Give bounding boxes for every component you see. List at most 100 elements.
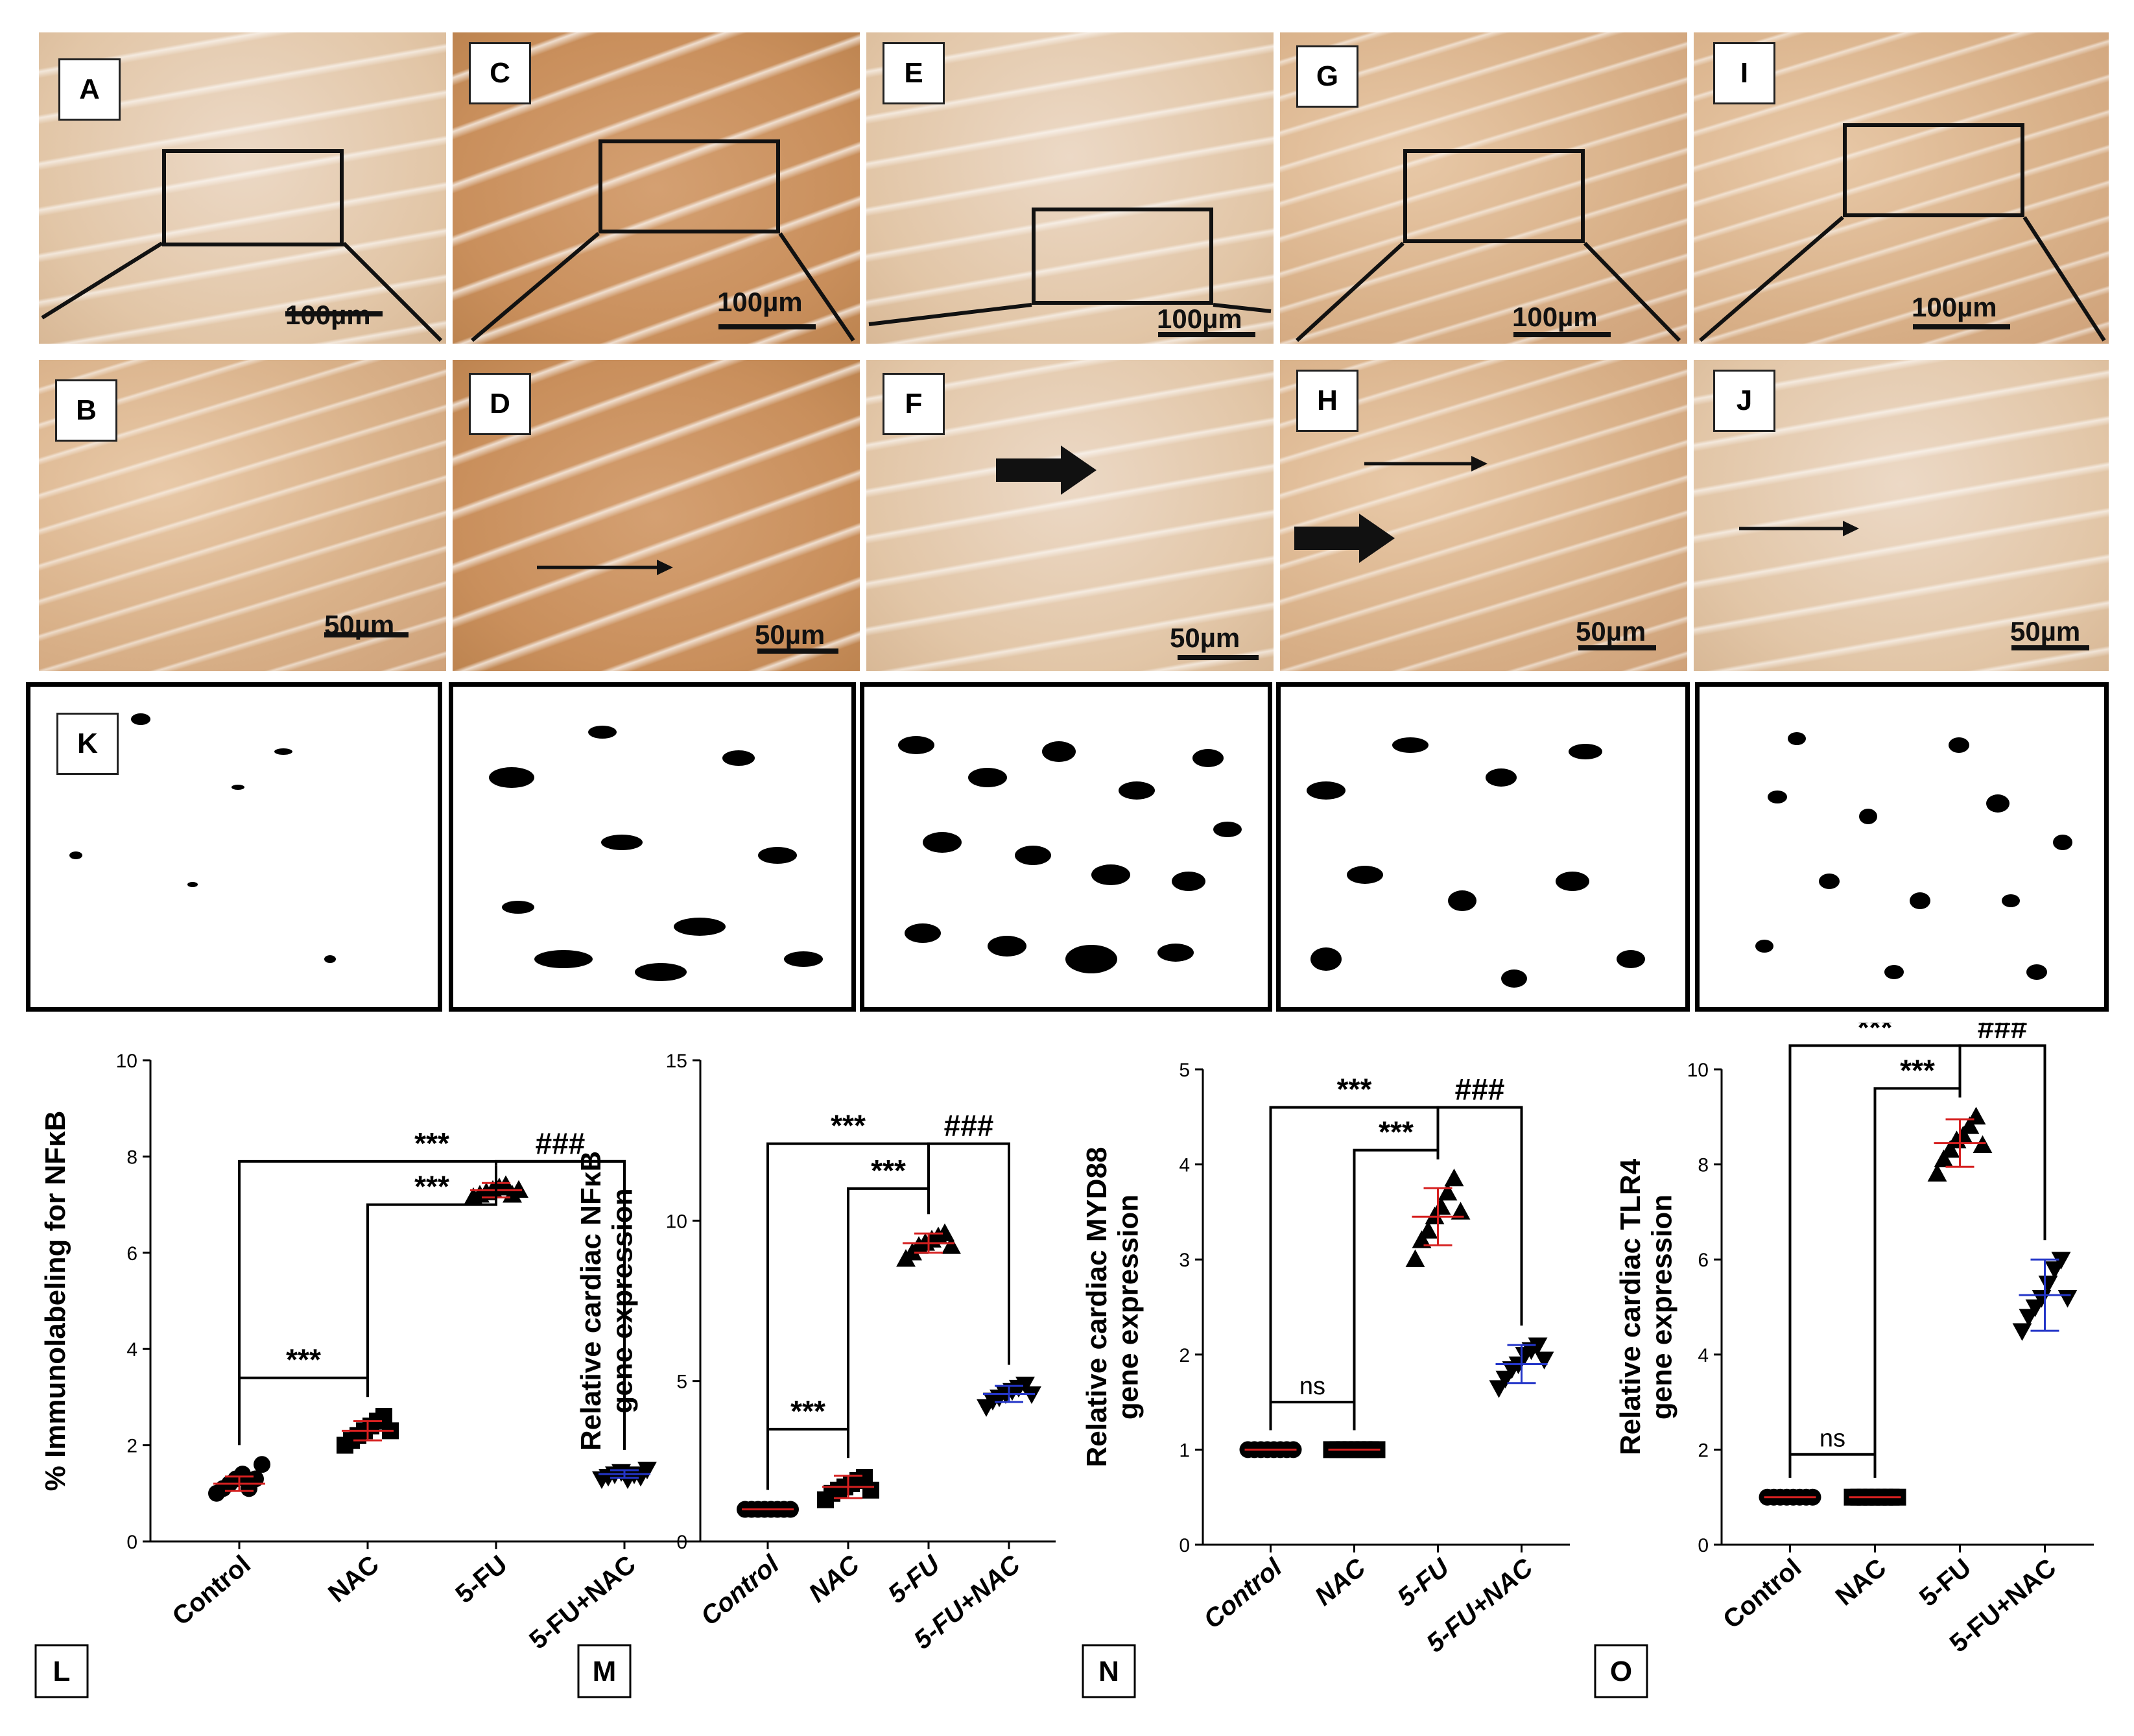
panel-letter: N: [1098, 1656, 1119, 1687]
significance-bracket: [238, 1376, 369, 1445]
y-tick-label: 3: [1179, 1250, 1190, 1271]
panel-letter: D: [469, 373, 531, 435]
data-point: [1534, 1351, 1554, 1370]
micrograph-i: I 100µm: [1694, 32, 2109, 344]
significance-bracket: [366, 1165, 497, 1397]
data-point: [1953, 1126, 1973, 1144]
significance-label: ***: [414, 1126, 449, 1160]
micrograph-a: A 100µm: [39, 32, 446, 344]
y-axis-label: Relative cardiac NFκBgene expression: [575, 1151, 638, 1451]
significance-label: ***: [1900, 1053, 1935, 1087]
panel-letter-box: [1082, 1644, 1136, 1698]
nuclei-blobs: [489, 726, 823, 981]
y-axis-label-line: gene expression: [607, 1188, 639, 1413]
zoom-connector-lines: [41, 215, 2106, 342]
zoom-box: [1843, 123, 2024, 217]
data-point: [375, 1408, 392, 1425]
y-tick-label: 10: [116, 1051, 137, 1072]
panel-letter: K: [56, 713, 119, 775]
micrograph-b: B 50µm: [39, 360, 446, 671]
category-label: Control: [696, 1550, 785, 1632]
category-label: 5-FU: [1392, 1552, 1455, 1612]
significance-label: ***: [414, 1170, 449, 1204]
micrograph-c: C 100µm: [453, 32, 860, 344]
y-axis-label: % Immunolabeling for NFκB: [40, 1111, 71, 1492]
y-tick-label: 5: [676, 1372, 687, 1393]
significance-bracket: [1873, 1087, 1962, 1478]
y-axis-label-line: gene expression: [1646, 1195, 1678, 1420]
scale-label: 100µm: [717, 287, 803, 317]
y-tick-label: 6: [126, 1243, 137, 1265]
significance-label: ###: [536, 1126, 586, 1160]
data-point: [637, 1462, 657, 1480]
significance-bracket: [1353, 1148, 1440, 1431]
y-tick-label: 4: [1698, 1345, 1709, 1366]
scale-label: 50µm: [324, 610, 395, 640]
panel-letter: E: [883, 42, 945, 104]
nuclei-blobs: [898, 736, 1242, 973]
data-point: [1405, 1249, 1425, 1267]
significance-label: ***: [1337, 1073, 1372, 1106]
significance-bracket: [927, 1142, 1010, 1365]
category-label: Control: [1198, 1553, 1288, 1635]
scale-bar: [1178, 655, 1259, 660]
thin-arrow: [1364, 456, 1488, 471]
panel-letter-box: [34, 1644, 89, 1698]
y-tick-label: 2: [126, 1436, 137, 1457]
data-point: [1960, 1116, 1980, 1134]
panel-letter-box: [1594, 1644, 1648, 1698]
significance-bracket: [1436, 1106, 1523, 1326]
scale-label: 100µm: [1512, 302, 1598, 332]
scale-bar: [1578, 645, 1656, 650]
significance-label: ns: [1299, 1373, 1325, 1400]
significance-label: ***: [286, 1343, 321, 1377]
significance-bracket: [766, 1427, 849, 1490]
micrograph-d: D 50µm: [453, 360, 860, 671]
category-label: NAC: [803, 1549, 866, 1608]
y-tick-label: 15: [666, 1051, 687, 1072]
y-tick-label: 0: [126, 1532, 137, 1553]
y-axis-label-line: Relative cardiac NFκB: [575, 1151, 607, 1451]
panel-letter: M: [593, 1656, 617, 1687]
panel-letter: L: [53, 1656, 71, 1687]
chart-o: 0 2 4 6 8 10 Relative cardiac TLR4gene express…: [1594, 1023, 2094, 1698]
significance-bracket: [1958, 1044, 2046, 1241]
panel-letter: J: [1713, 370, 1775, 432]
data-point: [1431, 1196, 1451, 1215]
category-label: 5-FU: [1914, 1553, 1976, 1612]
data-point: [2057, 1290, 2078, 1308]
panel-letter: F: [883, 373, 945, 435]
y-axis-label-line: gene expression: [1113, 1195, 1144, 1420]
significance-label: ###: [944, 1109, 994, 1143]
panel-letter: H: [1296, 370, 1358, 432]
data-point: [254, 1456, 270, 1473]
y-tick-label: 2: [1179, 1345, 1190, 1366]
data-point: [509, 1180, 528, 1198]
data-point: [1425, 1206, 1445, 1224]
category-label: NAC: [1310, 1552, 1372, 1611]
data-point: [2038, 1276, 2058, 1294]
scale-bar: [2011, 645, 2089, 650]
data-point: [247, 1470, 264, 1488]
micrograph-f: F 50µm: [866, 360, 1274, 671]
significance-label: ###: [1978, 1023, 2028, 1044]
data-point: [942, 1236, 961, 1254]
scale-bar: [757, 648, 838, 654]
data-point: [1528, 1337, 1548, 1355]
binary-mask-5fu-nac-b: [1695, 682, 2109, 1012]
y-tick-label: 2: [1698, 1440, 1709, 1461]
data-point: [1022, 1386, 1041, 1405]
micrograph-j: J 50µm: [1694, 360, 2109, 671]
significance-label: ***: [790, 1394, 825, 1428]
y-tick-label: 4: [1179, 1155, 1190, 1176]
category-label: Control: [1718, 1553, 1807, 1634]
significance-label: ###: [1455, 1073, 1505, 1106]
y-tick-label: 10: [666, 1211, 687, 1232]
scale-bar: [285, 311, 383, 316]
y-tick-label: 1: [1179, 1440, 1190, 1461]
binary-mask-control: K: [26, 682, 442, 1012]
y-tick-label: 0: [1698, 1535, 1709, 1556]
y-axis-label-line: % Immunolabeling for NFκB: [40, 1111, 71, 1492]
scale-bar: [1913, 324, 2010, 329]
